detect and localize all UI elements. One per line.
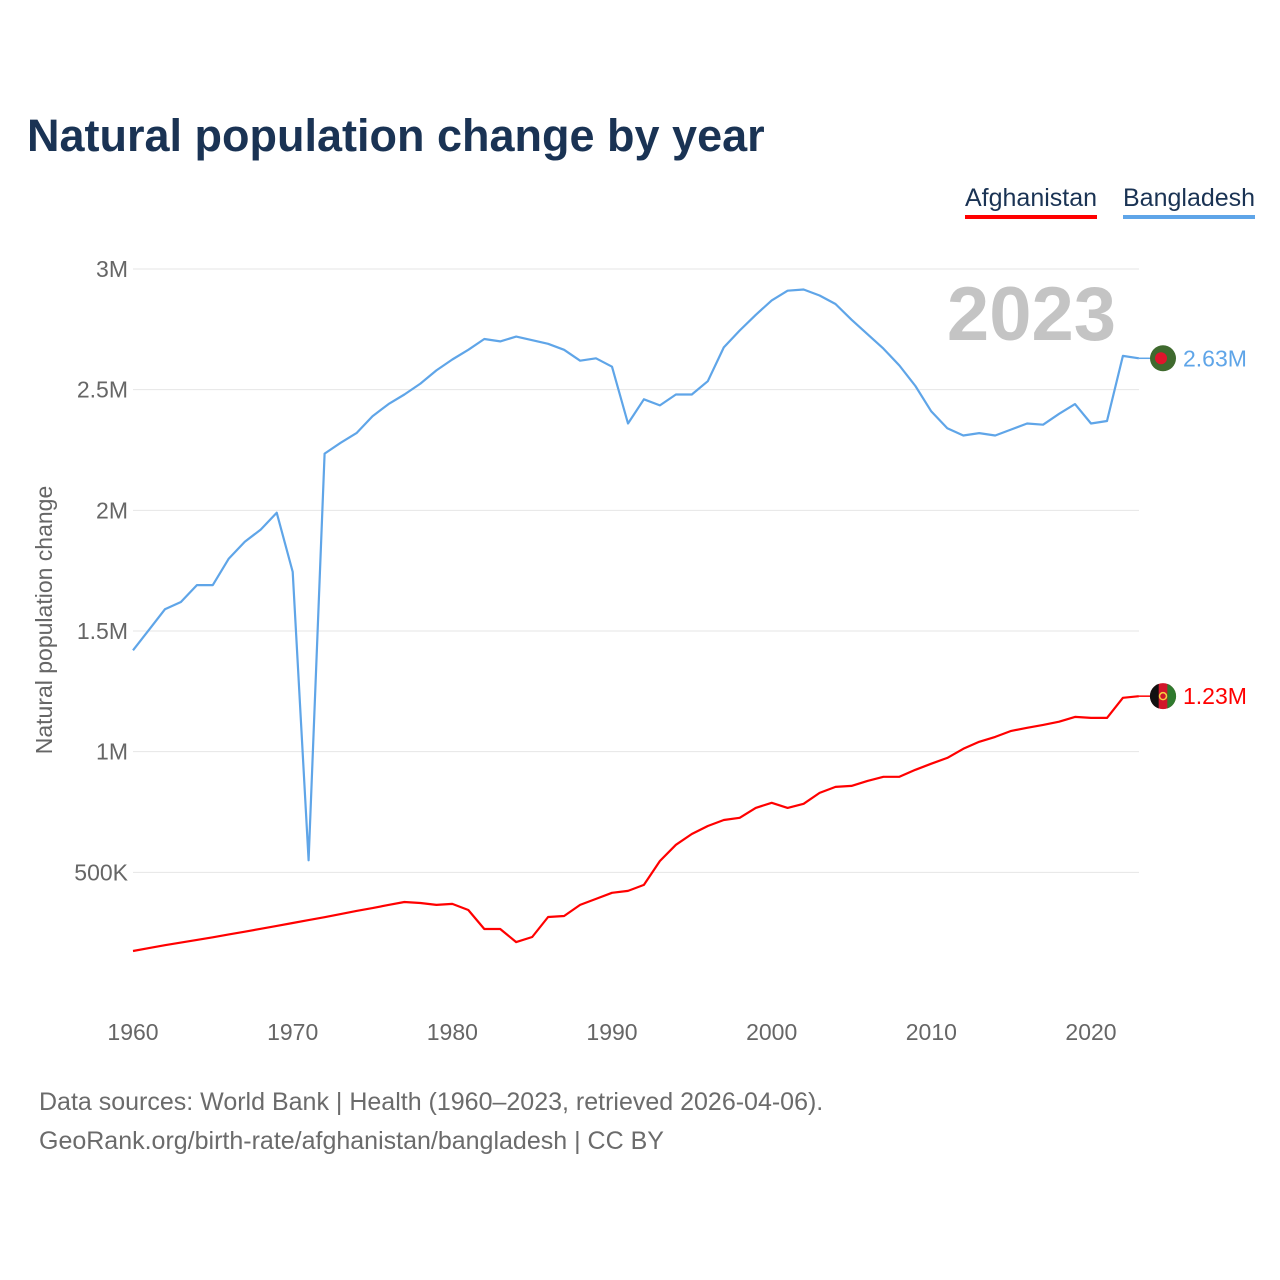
chart-title: Natural population change by year	[27, 110, 765, 161]
legend-bangladesh[interactable]: Bangladesh	[1123, 184, 1256, 219]
x-tick-label: 1970	[267, 1019, 318, 1045]
x-tick-label: 2010	[906, 1019, 957, 1045]
x-tick-label: 2000	[746, 1019, 797, 1045]
x-tick-label: 1980	[427, 1019, 478, 1045]
y-tick-label: 1.5M	[77, 618, 128, 644]
end-value-label: 1.23M	[1183, 683, 1247, 709]
end-value-label: 2.63M	[1183, 345, 1247, 371]
y-axis-label: Natural population change	[31, 486, 57, 755]
x-tick-label: 1960	[107, 1019, 158, 1045]
y-tick-label: 500K	[74, 859, 128, 885]
footer-sources: Data sources: World Bank | Health (1960–…	[39, 1088, 824, 1116]
y-tick-label: 3M	[96, 256, 128, 282]
series-line-afghanistan[interactable]	[132, 695, 1140, 953]
y-tick-label: 2M	[96, 497, 128, 523]
footer-link[interactable]: GeoRank.org/birth-rate/afghanistan/bangl…	[39, 1127, 664, 1155]
x-tick-label: 1990	[586, 1019, 637, 1045]
series-line-bangladesh[interactable]	[132, 288, 1140, 862]
legend-afghanistan[interactable]: Afghanistan	[965, 184, 1098, 219]
bangladesh-flag-icon	[1150, 345, 1176, 372]
y-tick-label: 2.5M	[77, 377, 128, 403]
x-tick-label: 2020	[1065, 1019, 1116, 1045]
year-watermark: 2023	[947, 272, 1116, 357]
afghanistan-flag-icon	[1149, 683, 1177, 710]
y-tick-label: 1M	[96, 739, 128, 765]
